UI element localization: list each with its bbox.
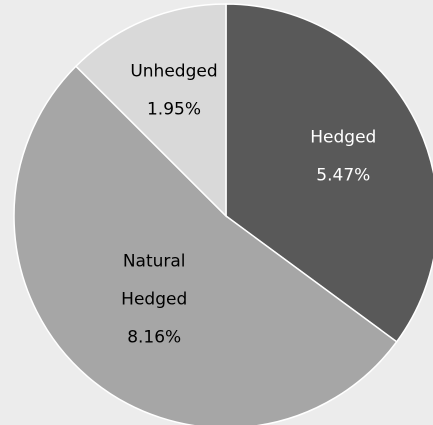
slice-name-label: Natural — [123, 252, 186, 272]
slice-label-natural-hedged: Natural Hedged 8.16% — [121, 252, 187, 348]
slice-value-label: 1.95% — [147, 100, 201, 120]
pie-slice-unhedged — [74, 3, 227, 218]
pie-slice-natural-hedged — [13, 65, 398, 425]
slice-value-label: 5.47% — [316, 166, 370, 186]
slice-name-label: Hedged — [121, 290, 187, 310]
slice-name-label: Unhedged — [130, 62, 217, 82]
pie-slice-hedged — [225, 3, 433, 343]
slice-label-hedged: Hedged 5.47% — [310, 128, 376, 186]
slice-name-label: Hedged — [310, 128, 376, 148]
slice-label-unhedged: Unhedged 1.95% — [130, 62, 217, 120]
slice-value-label: 8.16% — [127, 328, 181, 348]
